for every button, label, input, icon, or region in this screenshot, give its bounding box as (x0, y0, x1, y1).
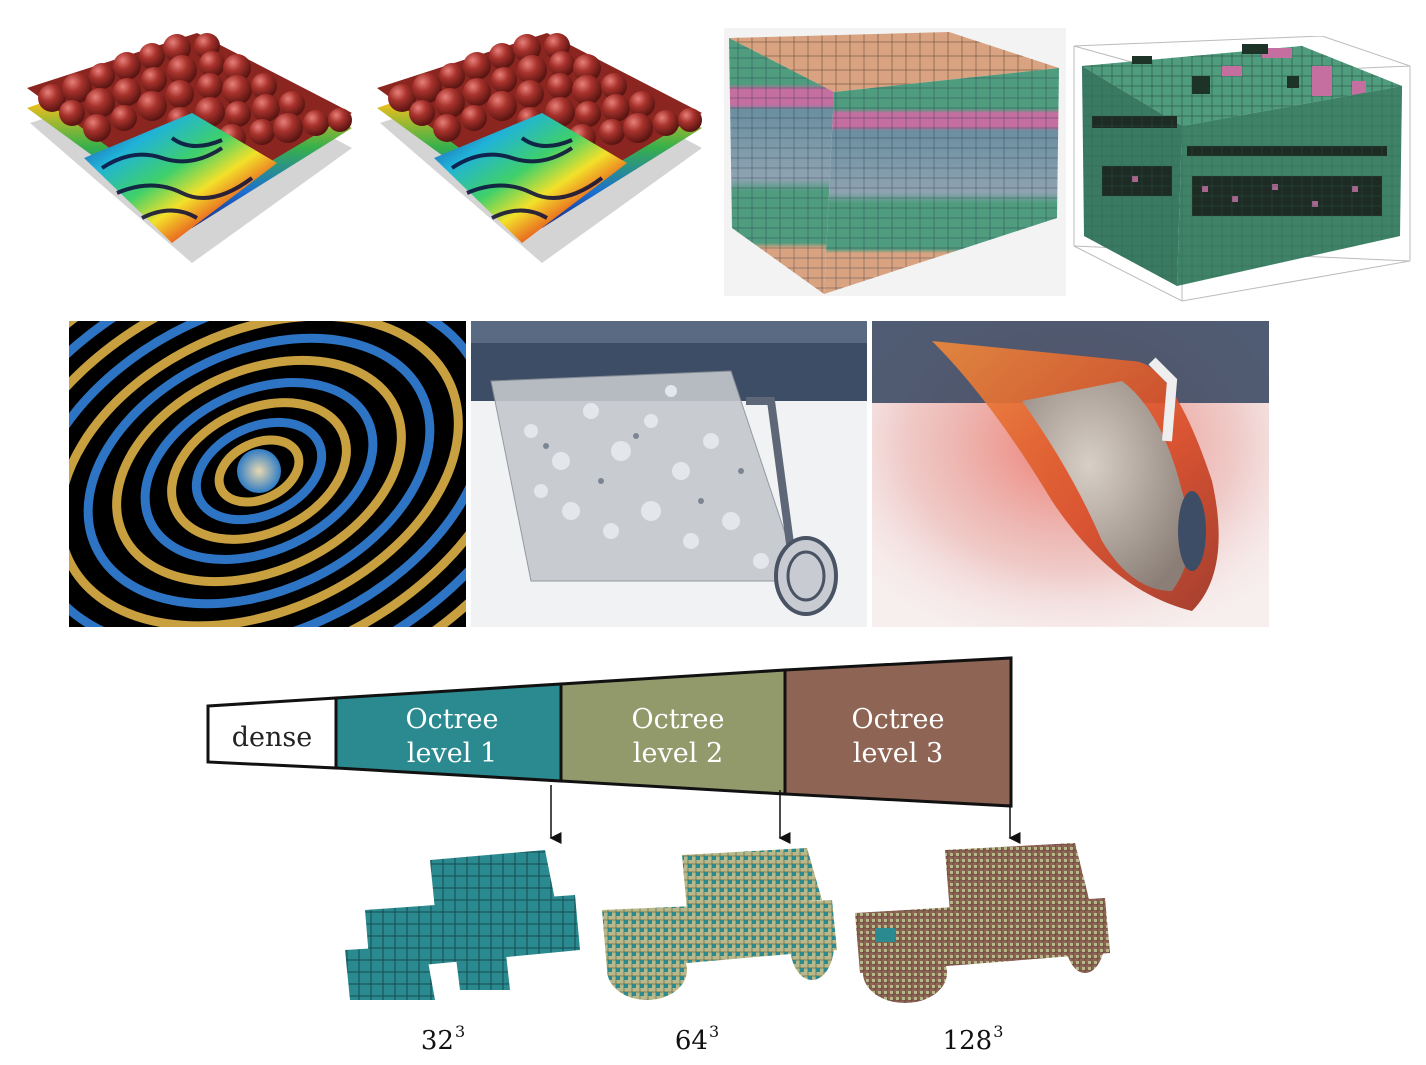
resolution-caption-64: 643 (637, 1022, 757, 1056)
spiral-wave-render (69, 321, 466, 627)
level1-label-line2: level 1 (407, 738, 497, 769)
level-arrows (549, 785, 1021, 844)
octree-level-3-segment (783, 656, 1013, 808)
dense-label: dense (232, 722, 313, 753)
caption-base: 128 (942, 1026, 993, 1056)
car-voxel-64 (592, 840, 842, 1010)
volume-density-render (872, 321, 1269, 627)
caption-exponent: 3 (708, 1022, 720, 1041)
octree-level-pyramid: dense Octree level 1 Octree level 2 Octr… (200, 656, 1022, 816)
reaction-diffusion-render-1 (22, 28, 362, 268)
caption-base: 32 (420, 1026, 454, 1056)
voxel-octree-cube-render (1072, 36, 1412, 306)
caption-exponent: 3 (454, 1022, 466, 1041)
resolution-caption-128: 1283 (913, 1022, 1033, 1056)
caption-base: 64 (674, 1026, 708, 1056)
level3-label-line1: Octree (852, 704, 945, 735)
caption-exponent: 3 (993, 1022, 1004, 1041)
reaction-diffusion-render-2 (372, 28, 712, 268)
car-voxel-128 (845, 838, 1115, 1010)
level3-label-line2: level 3 (853, 738, 943, 769)
resolution-caption-32: 323 (383, 1022, 503, 1056)
level1-label-line1: Octree (406, 704, 499, 735)
turbulent-wake-render (471, 321, 867, 627)
layered-volume-render (724, 28, 1066, 296)
level2-label-line1: Octree (632, 704, 725, 735)
level2-label-line2: level 2 (633, 738, 723, 769)
car-voxel-32 (335, 840, 585, 1010)
